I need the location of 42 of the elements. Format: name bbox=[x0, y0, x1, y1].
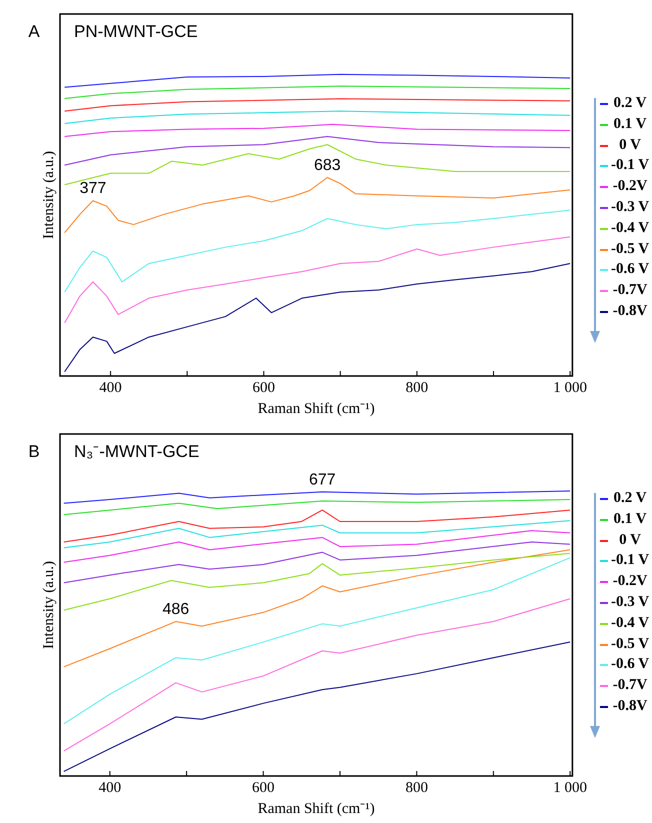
legend-label: -0.1 V bbox=[610, 156, 650, 176]
x-axis-title: Raman Shift (cm⁻¹) bbox=[258, 400, 375, 417]
annotation: 486 bbox=[162, 600, 190, 618]
legend-label: -0.8V bbox=[612, 696, 648, 716]
legend-label: -0.4 V bbox=[610, 218, 650, 238]
legend-label: -0.8V bbox=[612, 302, 648, 321]
chart-title: PN-MWNT-GCE bbox=[74, 22, 198, 42]
x-tick-label: 1 000 bbox=[553, 380, 587, 396]
legend-label: -0.2V bbox=[612, 572, 648, 592]
legend-label: -0.7V bbox=[612, 281, 648, 300]
legend-label: -0.7V bbox=[612, 676, 648, 696]
legend-label: 0 V bbox=[618, 530, 642, 550]
annotation: 683 bbox=[314, 156, 341, 174]
y-axis-title: Intensity (a.u.) bbox=[40, 151, 57, 239]
legend-label: 0.1 V bbox=[612, 510, 648, 529]
x-tick-label: 800 bbox=[405, 780, 428, 796]
chart-title: N₃⁻-MWNT-GCE bbox=[74, 442, 200, 462]
legend-label: -0.4 V bbox=[610, 614, 650, 633]
legend-label: 0.2 V bbox=[612, 489, 648, 508]
legend-label: 0.2 V bbox=[612, 94, 648, 113]
text: A bbox=[28, 22, 40, 42]
legend-label: -0.5 V bbox=[610, 634, 650, 654]
legend-label: -0.5 V bbox=[610, 240, 650, 259]
legend-label: -0.3 V bbox=[610, 592, 650, 612]
legend-label: 0 V bbox=[618, 136, 642, 155]
x-tick-label: 600 bbox=[252, 380, 275, 396]
x-tick-label: 600 bbox=[252, 780, 275, 796]
legend-label: -0.6 V bbox=[610, 260, 650, 280]
legend-label: -0.1 V bbox=[610, 551, 650, 570]
legend-label: -0.2V bbox=[612, 177, 648, 196]
x-tick-label: 400 bbox=[99, 380, 122, 396]
y-axis-title: Intensity (a.u.) bbox=[40, 561, 57, 649]
x-tick-label: 1 000 bbox=[553, 780, 587, 796]
text: B bbox=[28, 442, 40, 462]
legend-label: -0.6 V bbox=[610, 655, 650, 674]
x-tick-label: 400 bbox=[98, 780, 122, 796]
legend-label: 0.1 V bbox=[612, 114, 648, 134]
legend-label: -0.3 V bbox=[610, 198, 650, 217]
x-axis-title: Raman Shift (cm⁻¹) bbox=[258, 800, 375, 817]
annotation: 677 bbox=[308, 471, 336, 488]
annotation: 377 bbox=[80, 180, 106, 198]
x-tick-label: 800 bbox=[406, 380, 428, 396]
